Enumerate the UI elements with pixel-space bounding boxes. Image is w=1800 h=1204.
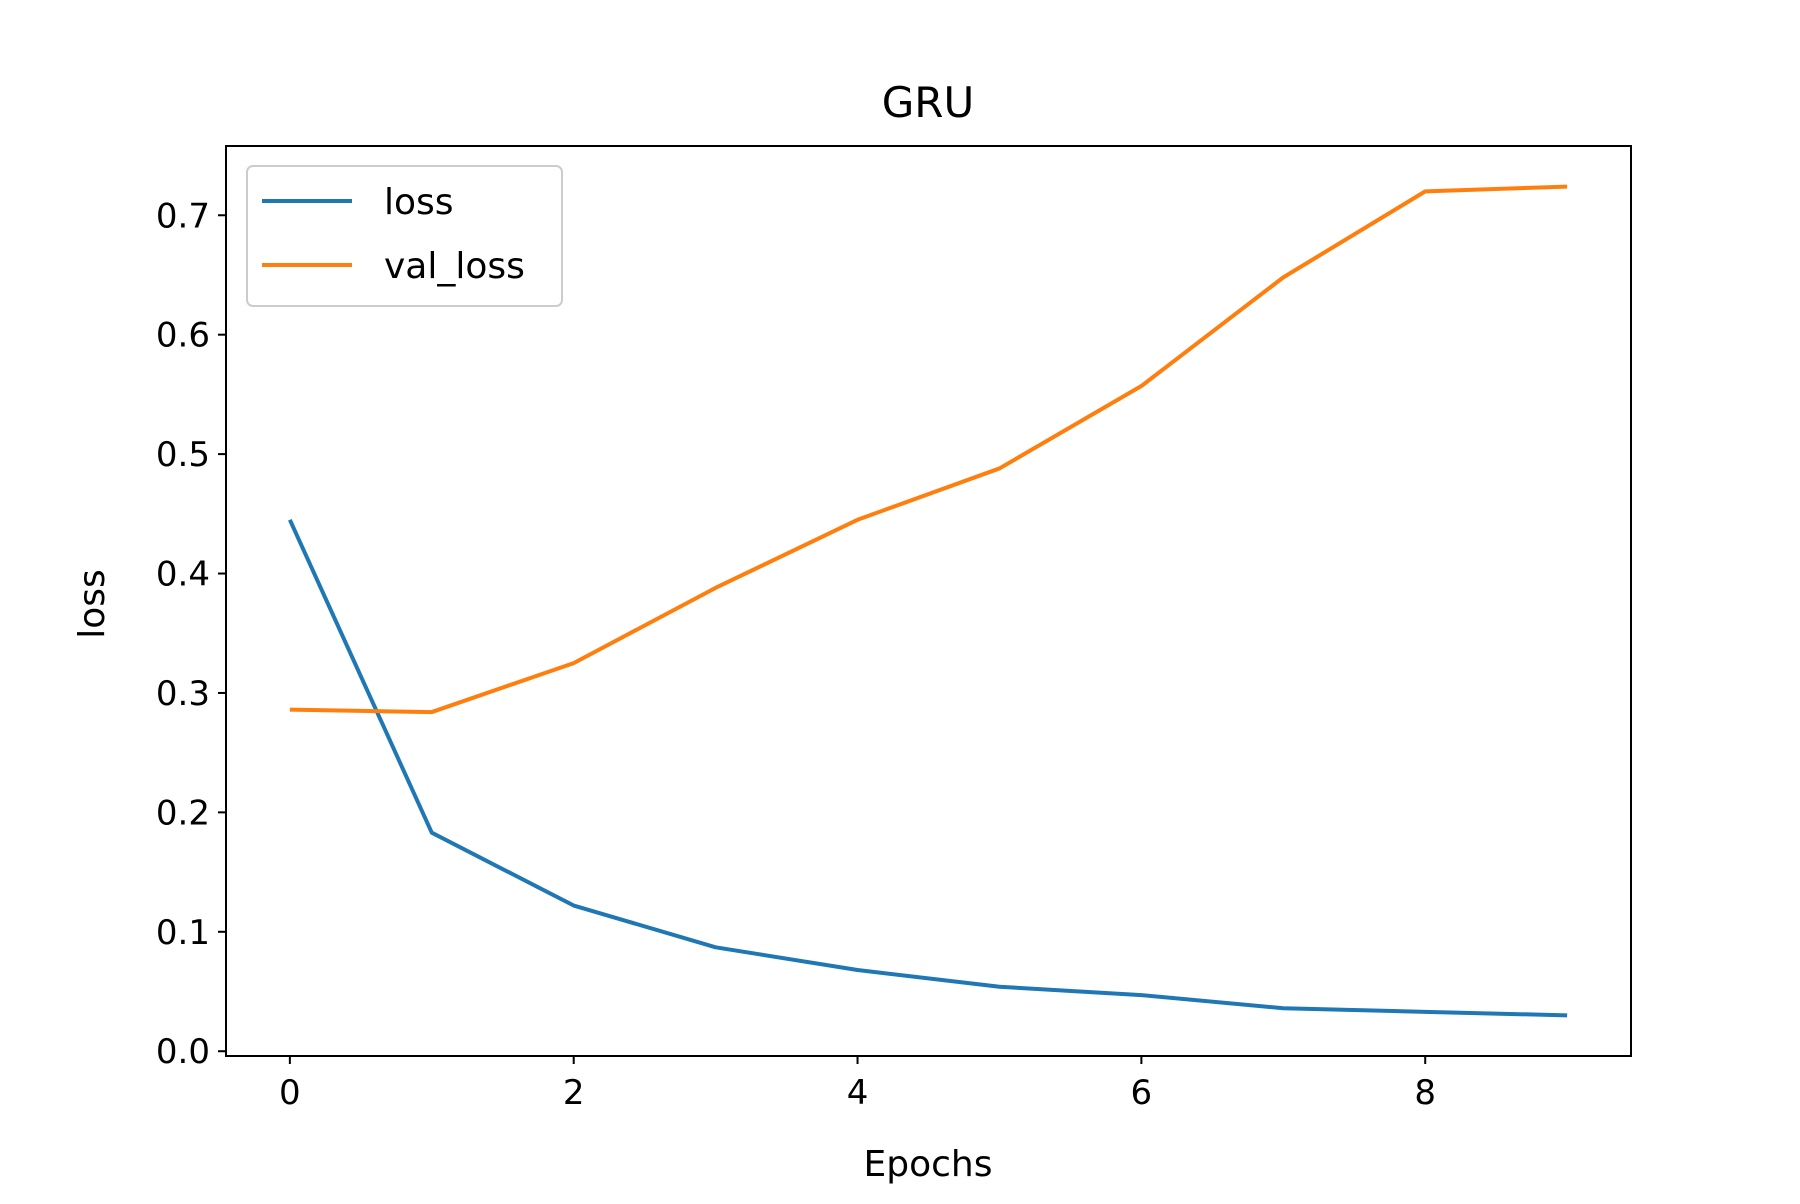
x-axis-label: Epochs [864,1144,993,1185]
y-tick-label: 0.1 [156,913,210,953]
x-tick-label: 4 [847,1073,869,1113]
y-tick-label: 0.4 [156,555,210,595]
legend-label-val-loss: val_loss [384,246,525,287]
series-line-val-loss [289,184,1568,715]
x-tick-label: 0 [279,1073,301,1113]
y-tick-label: 0.7 [156,196,210,236]
y-axis-ticks: 0.0 0.1 0.2 0.3 0.4 0.5 0.6 0.7 [156,196,226,1072]
y-tick-label: 0.2 [156,793,210,833]
legend-label-loss: loss [384,182,454,223]
x-tick-label: 2 [563,1073,585,1113]
y-axis-label: loss [72,569,113,639]
y-tick-label: 0.0 [156,1032,210,1072]
x-tick-label: 6 [1131,1073,1153,1113]
series-layer [288,184,1568,1018]
y-tick-label: 0.6 [156,316,210,356]
chart-title: GRU [882,78,974,127]
legend: loss val_loss [246,165,563,307]
plot-frame [225,145,1632,1057]
x-tick-label: 8 [1414,1073,1436,1113]
y-tick-label: 0.3 [156,674,210,714]
x-axis-ticks: 0 2 4 6 8 [279,1056,1436,1113]
series-line-loss [288,518,1568,1018]
y-tick-label: 0.5 [156,435,210,475]
